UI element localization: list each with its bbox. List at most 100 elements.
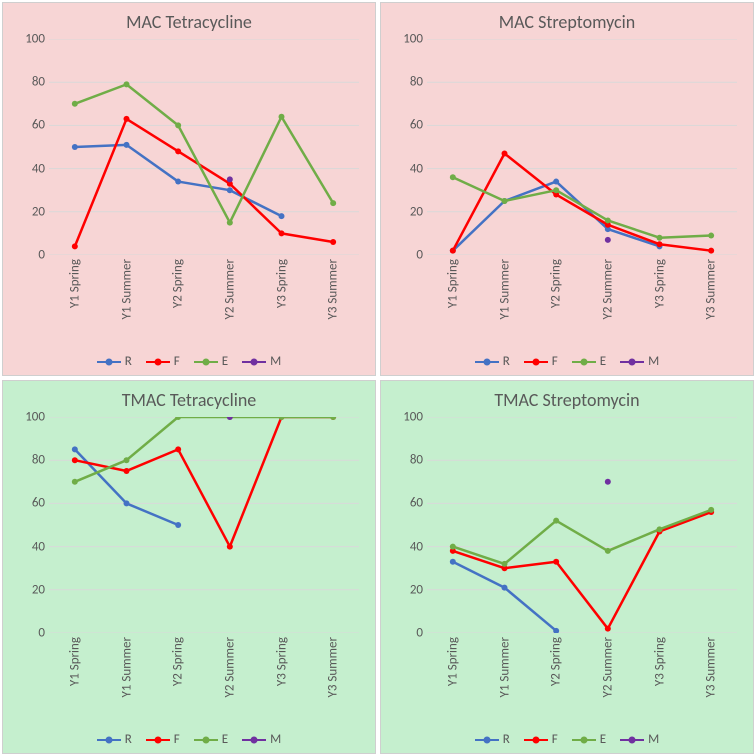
plot-area: 020406080100 bbox=[49, 39, 359, 255]
y-tick-label: 40 bbox=[410, 539, 423, 554]
legend-swatch bbox=[242, 357, 266, 367]
y-tick-label: 0 bbox=[416, 626, 423, 641]
legend-swatch bbox=[146, 735, 170, 745]
y-tick-label: 20 bbox=[32, 204, 45, 219]
legend-label: M bbox=[648, 354, 659, 369]
y-tick-label: 20 bbox=[410, 582, 423, 597]
x-tick-label: Y2 Summer bbox=[600, 259, 615, 319]
panel-mac-streptomycin: MAC Streptomycin020406080100Y1 SpringY1 … bbox=[380, 2, 754, 376]
x-tick-label: Y2 Summer bbox=[222, 637, 237, 697]
x-tick-label: Y3 Spring bbox=[274, 259, 289, 308]
y-tick-label: 60 bbox=[32, 118, 45, 133]
plot-area: 020406080100 bbox=[427, 417, 737, 633]
y-tick-label: 20 bbox=[410, 204, 423, 219]
panel-title: TMAC Streptomycin bbox=[381, 389, 753, 411]
x-tick-label: Y2 Spring bbox=[171, 637, 186, 686]
x-tick-label: Y1 Spring bbox=[445, 259, 460, 308]
legend-item-e: E bbox=[572, 732, 606, 747]
legend-label: R bbox=[125, 732, 132, 747]
y-tick-label: 100 bbox=[403, 410, 423, 425]
legend-label: F bbox=[174, 354, 180, 369]
legend-item-e: E bbox=[194, 732, 228, 747]
legend-label: F bbox=[552, 732, 558, 747]
x-tick-label: Y3 Summer bbox=[704, 637, 719, 697]
plot-area: 020406080100 bbox=[427, 39, 737, 255]
chart-svg bbox=[427, 417, 737, 633]
x-tick-label: Y3 Spring bbox=[652, 637, 667, 686]
panel-tmac-tetracycline: TMAC Tetracycline020406080100Y1 SpringY1… bbox=[2, 380, 376, 754]
legend-swatch bbox=[97, 357, 121, 367]
legend-item-f: F bbox=[524, 354, 558, 369]
legend-item-r: R bbox=[97, 732, 132, 747]
x-axis-labels: Y1 Spring Y1 Summer Y2 Spring Y2 Summer Y3 S… bbox=[49, 259, 359, 345]
legend-swatch bbox=[242, 735, 266, 745]
legend: RFEM bbox=[381, 354, 753, 369]
plot-area: 020406080100 bbox=[49, 417, 359, 633]
legend-swatch bbox=[194, 357, 218, 367]
legend-item-r: R bbox=[475, 732, 510, 747]
panel-mac-tetracycline: MAC Tetracycline020406080100Y1 SpringY1 … bbox=[2, 2, 376, 376]
legend: RFEM bbox=[3, 732, 375, 747]
legend-swatch bbox=[194, 735, 218, 745]
x-tick-label: Y1 Spring bbox=[67, 259, 82, 308]
y-tick-label: 80 bbox=[410, 453, 423, 468]
legend-item-e: E bbox=[572, 354, 606, 369]
chart-svg bbox=[427, 39, 737, 255]
x-tick-label: Y2 Spring bbox=[171, 259, 186, 308]
panel-title: TMAC Tetracycline bbox=[3, 389, 375, 411]
legend-item-m: M bbox=[242, 354, 281, 369]
legend-item-f: F bbox=[146, 732, 180, 747]
y-tick-label: 80 bbox=[32, 75, 45, 90]
legend-swatch bbox=[524, 357, 548, 367]
y-tick-label: 60 bbox=[410, 118, 423, 133]
legend-label: M bbox=[270, 354, 281, 369]
panel-title: MAC Streptomycin bbox=[381, 11, 753, 33]
y-tick-label: 0 bbox=[38, 626, 45, 641]
x-tick-label: Y3 Summer bbox=[704, 259, 719, 319]
x-axis-labels: Y1 SpringY1 SummerY2 SpringY2 SummerY3 S… bbox=[49, 637, 359, 723]
y-axis-labels: 020406080100 bbox=[3, 417, 49, 633]
legend-swatch bbox=[475, 357, 499, 367]
x-tick-label: Y2 Spring bbox=[549, 259, 564, 308]
y-tick-label: 60 bbox=[32, 496, 45, 511]
x-tick-label: Y3 Summer bbox=[326, 637, 341, 697]
legend-swatch bbox=[620, 357, 644, 367]
y-axis-labels: 020406080100 bbox=[3, 39, 49, 255]
y-tick-label: 40 bbox=[32, 539, 45, 554]
x-tick-label: Y1 Summer bbox=[497, 259, 512, 319]
y-tick-label: 0 bbox=[38, 248, 45, 263]
legend-label: M bbox=[270, 732, 281, 747]
x-tick-label: Y1 Spring bbox=[445, 637, 460, 686]
legend-swatch bbox=[146, 357, 170, 367]
y-tick-label: 40 bbox=[32, 161, 45, 176]
legend-label: R bbox=[503, 732, 510, 747]
x-tick-label: Y2 Spring bbox=[549, 637, 564, 686]
y-tick-label: 100 bbox=[25, 32, 45, 47]
legend-label: F bbox=[174, 732, 180, 747]
y-tick-label: 40 bbox=[410, 161, 423, 176]
legend-item-r: R bbox=[97, 354, 132, 369]
legend-label: R bbox=[503, 354, 510, 369]
legend-label: F bbox=[552, 354, 558, 369]
legend-swatch bbox=[572, 357, 596, 367]
x-tick-label: Y1 Summer bbox=[119, 259, 134, 319]
y-tick-label: 20 bbox=[32, 582, 45, 597]
legend-item-f: F bbox=[146, 354, 180, 369]
legend-label: E bbox=[222, 732, 228, 747]
legend-label: E bbox=[600, 732, 606, 747]
legend-swatch bbox=[524, 735, 548, 745]
x-tick-label: Y3 Summer bbox=[326, 259, 341, 319]
legend-label: E bbox=[600, 354, 606, 369]
y-tick-label: 0 bbox=[416, 248, 423, 263]
panel-title: MAC Tetracycline bbox=[3, 11, 375, 33]
legend-label: M bbox=[648, 732, 659, 747]
y-axis-labels: 020406080100 bbox=[381, 417, 427, 633]
x-tick-label: Y2 Summer bbox=[222, 259, 237, 319]
y-tick-label: 100 bbox=[25, 410, 45, 425]
x-axis-labels: Y1 SpringY1 SummerY2 SpringY2 SummerY3 S… bbox=[427, 637, 737, 723]
y-tick-label: 80 bbox=[410, 75, 423, 90]
legend: RFEM bbox=[3, 354, 375, 369]
x-axis-labels: Y1 Spring Y1 Summer Y2 Spring Y2 Summer Y3 S… bbox=[427, 259, 737, 345]
chart-grid: MAC Tetracycline020406080100Y1 SpringY1 … bbox=[0, 0, 756, 756]
chart-svg bbox=[49, 417, 359, 633]
